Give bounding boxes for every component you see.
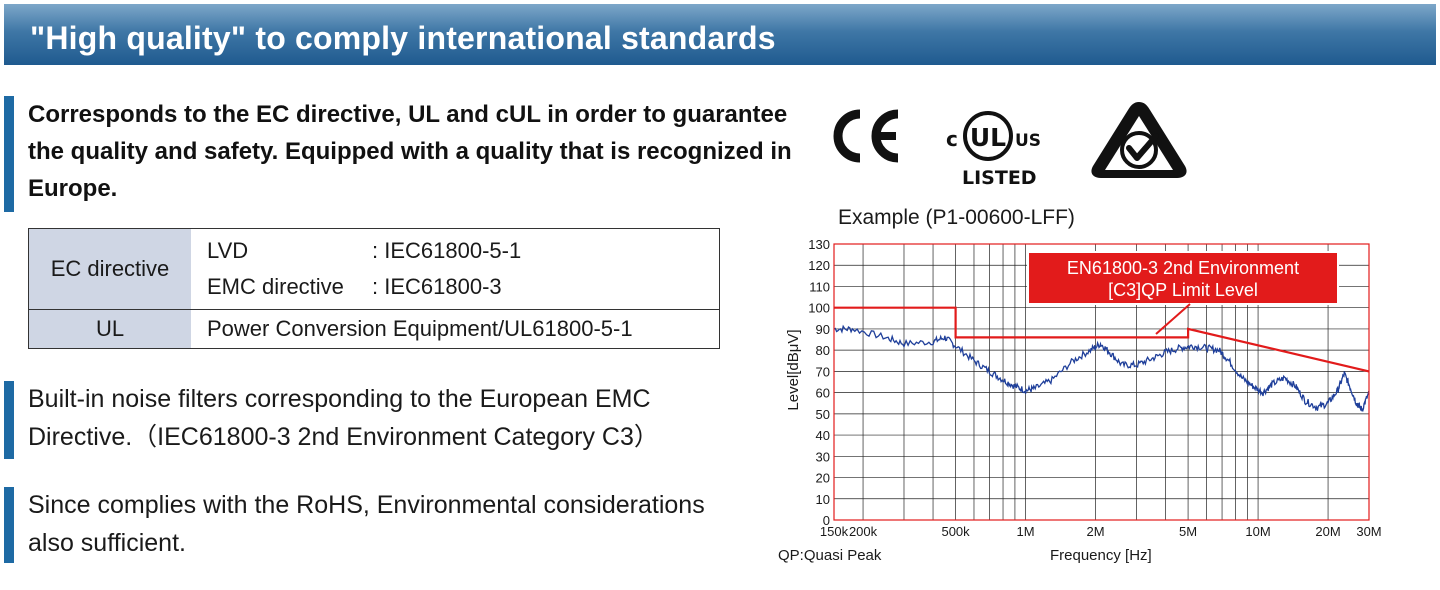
y-tick-label: 70: [816, 364, 830, 379]
plot-frame: [833, 243, 1370, 521]
standards-table: EC directive LVD : IEC61800-5-1 EMC dire…: [28, 228, 720, 349]
ul-mark-text: UL: [970, 123, 1006, 152]
x-tick-label: 1M: [1017, 524, 1035, 539]
ec-directive-label: EC directive: [28, 228, 191, 310]
lvd-name: LVD: [207, 238, 249, 263]
section-bar-intro: [4, 96, 14, 212]
ul-value: Power Conversion Equipment/UL61800-5-1: [207, 316, 633, 341]
chart-title: Example (P1-00600-LFF): [838, 206, 1075, 229]
noise-filter-text: Built-in noise filters corresponding to …: [28, 380, 659, 456]
y-tick-label: 100: [808, 301, 830, 316]
table-row-lvd: LVD : IEC61800-5-1: [191, 233, 719, 269]
rohs-text: Since complies with the RoHS, Environmen…: [28, 486, 705, 562]
y-tick-label: 50: [816, 407, 830, 422]
x-tick-label: 150k: [820, 524, 849, 539]
x-tick-label: 10M: [1245, 524, 1270, 539]
y-tick-label: 110: [809, 279, 830, 294]
noise-line-2: Directive.（IEC61800-3 2nd Environment Ca…: [28, 423, 659, 451]
section-bar-rohs: [4, 487, 14, 563]
ul-listed-icon: c UL US LISTED: [946, 111, 1041, 188]
measured-noise-line: [833, 324, 1370, 413]
limit-label-line-1: EN61800-3 2nd Environment: [1067, 258, 1299, 278]
x-axis-label: Frequency [Hz]: [1050, 547, 1152, 564]
x-tick-label: 20M: [1315, 524, 1340, 539]
ce-mark-icon: [833, 109, 899, 163]
x-tick-label: 2M: [1087, 524, 1105, 539]
y-tick-label: 30: [816, 449, 830, 464]
limit-label-line-2: [C3]QP Limit Level: [1108, 280, 1258, 300]
x-tick-label: 200k: [849, 524, 878, 539]
emc-value: : IEC61800-3: [372, 274, 502, 299]
limit-label-pointer: [1155, 303, 1191, 335]
rohs-line-2: also sufficient.: [28, 529, 186, 557]
table-row-ul: UL Power Conversion Equipment/UL61800-5-…: [28, 309, 720, 349]
quasi-peak-note: QP:Quasi Peak: [778, 547, 882, 564]
y-tick-label: 120: [808, 258, 830, 273]
ul-label: UL: [28, 309, 191, 349]
ul-listed-text: LISTED: [962, 167, 1037, 188]
y-tick-label: 10: [816, 492, 830, 507]
banner-title: "High quality" to comply international s…: [30, 20, 776, 56]
x-tick-label: 500k: [941, 524, 970, 539]
y-tick-label: 60: [816, 386, 830, 401]
emc-chart: Level[dBμV] 0 10 20 30 40 50 60 70 80 90 100 110 120…: [785, 237, 1382, 539]
ul-c-text: c: [946, 127, 958, 151]
rcm-mark-icon: [1091, 102, 1187, 178]
ul-us-text: US: [1015, 131, 1041, 151]
limit-label-box: EN61800-3 2nd Environment [C3]QP Limit L…: [1027, 251, 1339, 305]
lvd-value: : IEC61800-5-1: [372, 238, 522, 263]
noise-line-1: Built-in noise filters corresponding to …: [28, 385, 651, 413]
rohs-line-1: Since complies with the RoHS, Environmen…: [28, 491, 705, 519]
table-row-ec: EC directive LVD : IEC61800-5-1 EMC dire…: [28, 228, 720, 310]
y-tick-label: 20: [816, 471, 830, 486]
x-tick-label: 5M: [1179, 524, 1197, 539]
y-tick-label: 80: [816, 343, 830, 358]
y-tick-label: 130: [808, 237, 830, 252]
x-tick-label: 30M: [1356, 524, 1381, 539]
emc-name: EMC directive: [207, 274, 344, 299]
y-tick-label: 40: [816, 428, 830, 443]
y-tick-label: 90: [816, 322, 830, 337]
title-banner: "High quality" to comply international s…: [4, 4, 1436, 65]
table-row-emc: EMC directive : IEC61800-3: [191, 269, 719, 305]
section-bar-noise: [4, 381, 14, 459]
limit-level-line: [834, 306, 1370, 373]
y-tick-label: 0: [823, 513, 830, 528]
intro-text: Corresponds to the EC directive, UL and …: [28, 101, 792, 202]
y-axis-label: Level[dBμV]: [785, 329, 802, 410]
